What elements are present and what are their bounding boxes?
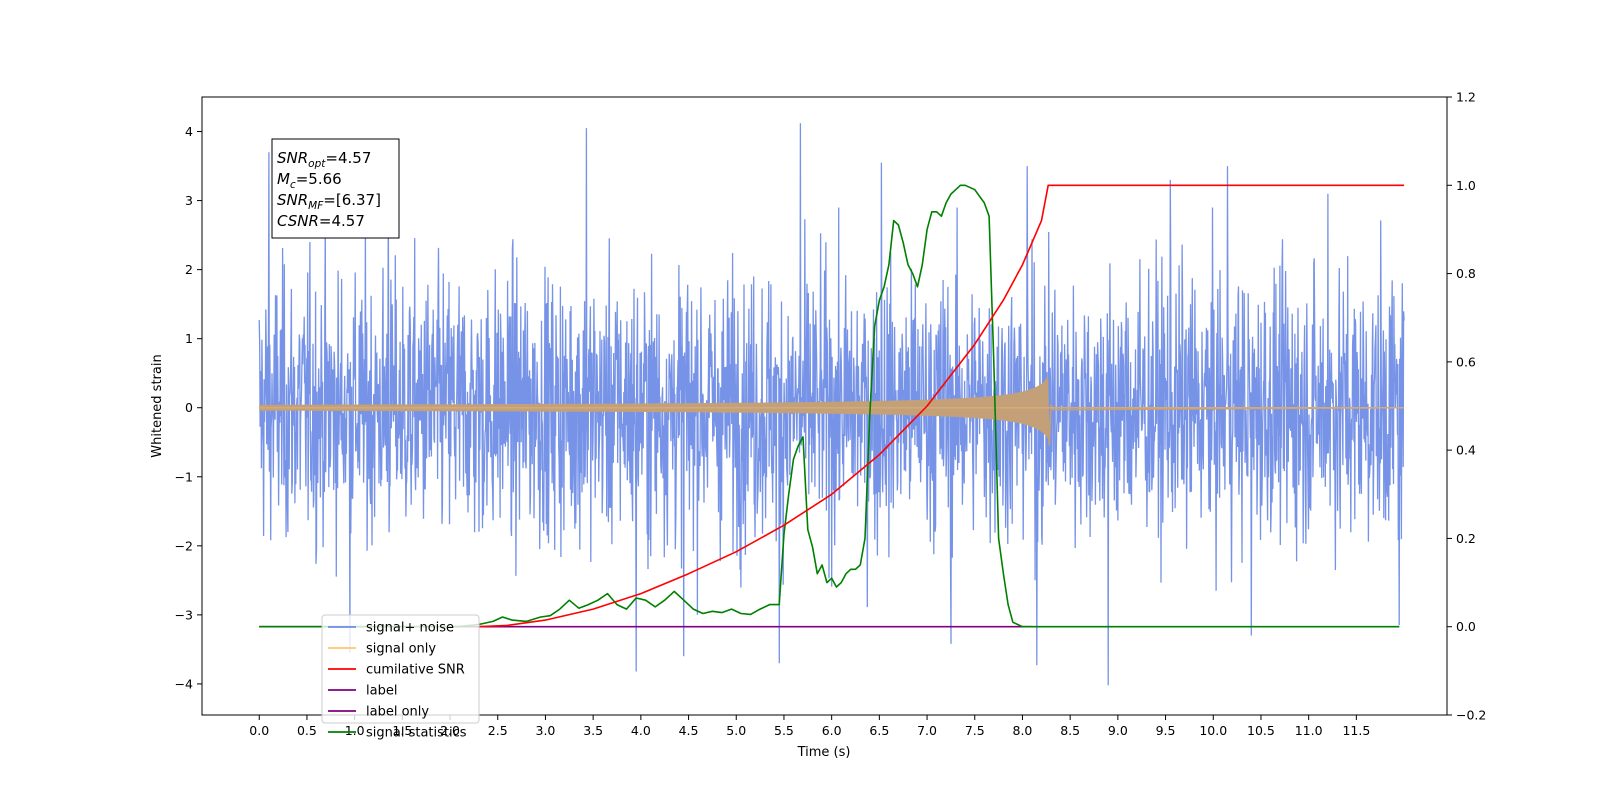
x-tick-label: 2.0 — [440, 723, 460, 738]
legend-label: signal statistics — [366, 726, 467, 741]
stats-line: SNRopt=4.57 — [277, 149, 371, 170]
x-tick-label: 11.0 — [1295, 723, 1323, 738]
x-tick-label: 3.0 — [536, 723, 556, 738]
y-right-tick-label: 0.2 — [1456, 531, 1476, 546]
legend-label: signal only — [366, 642, 436, 657]
x-axis-label: Time (s) — [797, 745, 851, 760]
x-tick-label: 9.5 — [1156, 723, 1176, 738]
x-tick-label: 0.0 — [249, 723, 269, 738]
x-tick-label: 4.5 — [679, 723, 699, 738]
legend-label: label only — [366, 705, 429, 720]
y-axis-left: −4 −3 −2 −1 0 1 2 3 4 — [175, 124, 202, 691]
x-tick-label: 5.5 — [774, 723, 794, 738]
x-tick-label: 5.0 — [726, 723, 746, 738]
y-left-tick-label: 2 — [185, 262, 193, 277]
x-tick-label: 10.0 — [1199, 723, 1227, 738]
legend-label: label — [366, 684, 397, 699]
legend-label: signal+ noise — [366, 621, 454, 636]
y-left-tick-label: 3 — [185, 193, 193, 208]
y-left-tick-label: −1 — [175, 469, 193, 484]
signal-statistics-line — [259, 184, 1400, 628]
y-right-tick-label: 0.8 — [1456, 266, 1476, 281]
x-tick-label: 0.5 — [297, 723, 317, 738]
y-right-tick-label: 1.0 — [1456, 178, 1476, 193]
stats-line: SNRMF=[6.37] — [277, 191, 381, 212]
y-left-tick-label: −2 — [175, 538, 193, 553]
legend-label: cumilative SNR — [366, 663, 465, 678]
x-tick-label: 10.5 — [1247, 723, 1275, 738]
y-left-tick-label: −4 — [175, 676, 193, 691]
x-tick-label: 9.0 — [1108, 723, 1128, 738]
x-tick-label: 7.5 — [965, 723, 985, 738]
stats-line: Mc=5.66 — [277, 170, 342, 191]
x-tick-label: 11.5 — [1342, 723, 1370, 738]
x-tick-label: 6.0 — [822, 723, 842, 738]
stats-line: CSNR=4.57 — [277, 212, 365, 230]
signal-noise-series — [258, 123, 1405, 686]
signal-only-series — [259, 376, 1405, 446]
y-axis-label: Whitened strain — [150, 354, 165, 457]
cumulative-snr-line — [478, 184, 1405, 628]
stats-box-frame — [271, 138, 400, 239]
x-tick-label: 3.5 — [583, 723, 603, 738]
x-tick-label: 6.5 — [869, 723, 889, 738]
y-axis-right: −0.2 0.0 0.2 0.4 0.6 0.8 1.0 1.2 — [1447, 90, 1486, 723]
y-left-tick-label: 0 — [185, 400, 193, 415]
x-tick-label: 2.5 — [488, 723, 508, 738]
y-right-tick-label: 0.0 — [1456, 619, 1476, 634]
y-right-tick-label: 0.4 — [1456, 443, 1476, 458]
y-right-tick-label: 0.6 — [1456, 354, 1476, 369]
plot-frame — [201, 96, 1448, 716]
legend-frame — [321, 614, 480, 724]
x-tick-label: 4.0 — [631, 723, 651, 738]
signal-noise-line — [258, 123, 1405, 686]
y-left-tick-label: −3 — [175, 607, 193, 622]
x-tick-label: 1.5 — [392, 723, 412, 738]
signal-only-ringdown — [1046, 376, 1405, 446]
y-left-tick-label: 1 — [185, 331, 193, 346]
y-right-tick-label: 1.2 — [1456, 90, 1476, 105]
y-right-tick-label: −0.2 — [1456, 708, 1486, 723]
x-tick-label: 8.0 — [1013, 723, 1033, 738]
y-left-tick-label: 4 — [185, 124, 193, 139]
legend: signal+ noise signal only cumilative SNR la… — [321, 614, 480, 741]
x-tick-label: 8.5 — [1060, 723, 1080, 738]
x-tick-label: 7.0 — [917, 723, 937, 738]
x-tick-label: 1.0 — [345, 723, 365, 738]
x-axis: 0.0 0.5 1.0 1.5 2.0 2.5 3.0 3.5 4.0 4.5 5.0 5.5 6.0 6… — [249, 715, 1370, 738]
